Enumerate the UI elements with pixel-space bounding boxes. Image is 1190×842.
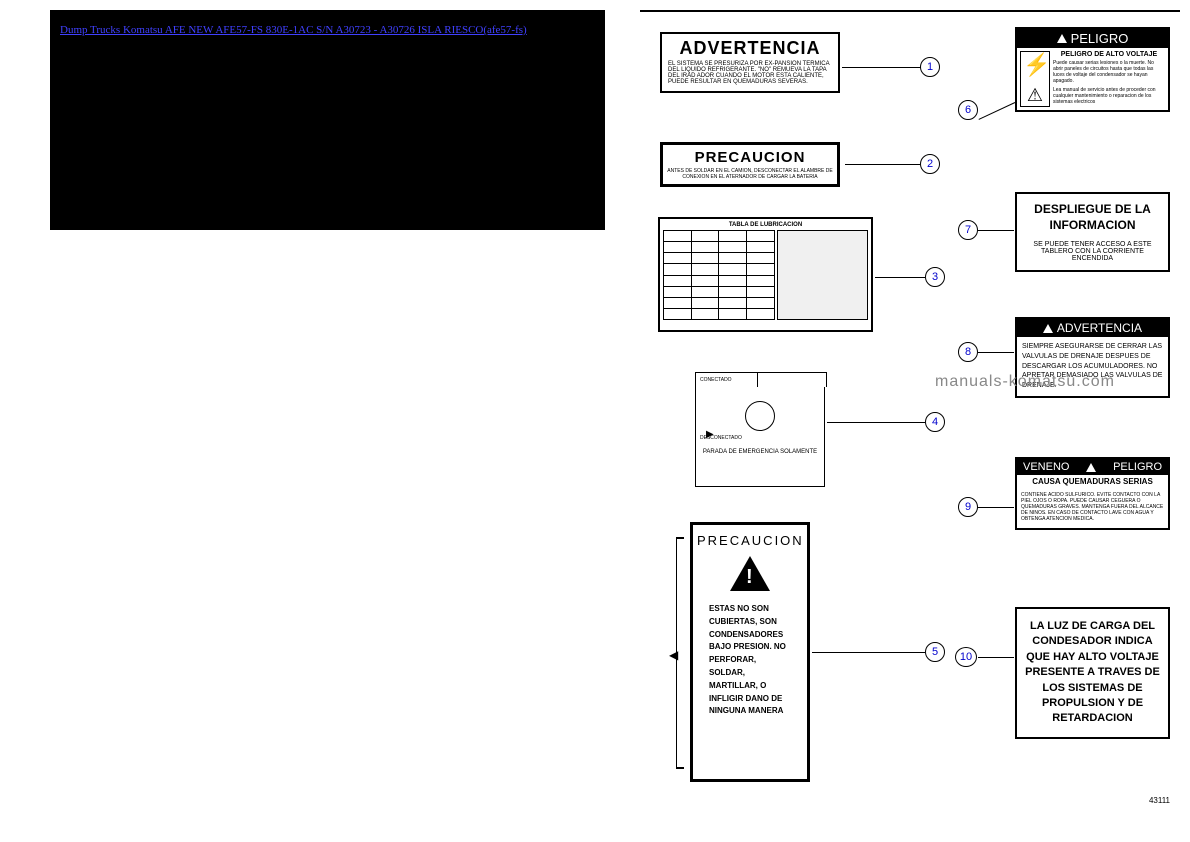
plate-title: DESPLIEGUE DE LA INFORMACION: [1025, 202, 1160, 233]
callout-8: 8: [958, 342, 978, 362]
warning-triangle-icon: [730, 556, 770, 591]
bolt-icon: ⚡ ⚠: [1020, 51, 1050, 107]
plate-body: LA LUZ DE CARGA DEL CONDESADOR INDICA QU…: [1025, 619, 1160, 727]
leader-4: [827, 422, 925, 423]
plate-precaucion-1: PRECAUCION ANTES DE SOLDAR EN EL CAMION,…: [660, 142, 840, 187]
switch-footer: PARADA DE EMERGENCIA SOLAMENTE: [700, 449, 820, 455]
leader-6: [979, 102, 1016, 120]
callout-5: 5: [925, 642, 945, 662]
plate-subtitle: PELIGRO DE ALTO VOLTAJE: [1053, 51, 1165, 58]
switch-tab: [757, 372, 827, 387]
plate-title: PRECAUCION: [667, 149, 833, 166]
callout-7: 7: [958, 220, 978, 240]
callout-9: 9: [958, 497, 978, 517]
switch-label-off: DESCONECTADO: [700, 435, 820, 441]
plate-title: ADVERTENCIA: [1017, 319, 1168, 337]
plate-veneno: VENENO PELIGRO CAUSA QUEMADURAS SERIAS C…: [1015, 457, 1170, 530]
lub-diagram: [777, 230, 868, 320]
leader-3: [875, 277, 925, 278]
plate-title: TABLA DE LUBRICACION: [663, 222, 868, 228]
plate-title: VENENO PELIGRO: [1017, 459, 1168, 475]
document-title-link[interactable]: Dump Trucks Komatsu AFE NEW AFE57-FS 830…: [60, 24, 527, 36]
plate-body: ANTES DE SOLDAR EN EL CAMION, DESCONECTA…: [667, 168, 833, 180]
plate-lubricacion: TABLA DE LUBRICACION: [658, 217, 873, 332]
watermark: manuals-komatsu.com: [935, 373, 1115, 391]
plate-subtitle: CAUSA QUEMADURAS SERIAS: [1017, 475, 1168, 488]
switch-circle: [745, 401, 775, 431]
callout-3: 3: [925, 267, 945, 287]
plate-body: SE PUEDE TENER ACCESO A ESTE TABLERO CON…: [1025, 241, 1160, 262]
plate-despliegue: DESPLIEGUE DE LA INFORMACION SE PUEDE TE…: [1015, 192, 1170, 272]
leader-10: [978, 657, 1014, 658]
callout-1: 1: [920, 57, 940, 77]
plate-body: Puede causar serias lesiones o la muerte…: [1053, 60, 1165, 84]
plate-title: ADVERTENCIA: [666, 38, 834, 59]
lub-table: [663, 230, 775, 320]
leader-5: [812, 652, 925, 653]
leader-2: [845, 164, 920, 165]
plate-body: EL SISTEMA SE PRESURIZA POR EX-PANSION T…: [666, 59, 834, 87]
plate-luz-carga: LA LUZ DE CARGA DEL CONDESADOR INDICA QU…: [1015, 607, 1170, 739]
callout-2: 2: [920, 154, 940, 174]
plates-diagram: ADVERTENCIA EL SISTEMA SE PRESURIZA POR …: [640, 10, 1180, 810]
header-black-box: Dump Trucks Komatsu AFE NEW AFE57-FS 830…: [50, 10, 605, 230]
plate-title: PELIGRO: [1017, 29, 1168, 48]
leader-1: [842, 67, 922, 68]
leader-9: [978, 507, 1014, 508]
plate-switch: CONECTADO ▶ DESCONECTADO PARADA DE EMERG…: [695, 372, 825, 487]
leader-7: [978, 230, 1014, 231]
callout-10: 10: [955, 647, 977, 667]
callout-6: 6: [958, 100, 978, 120]
leader-8: [978, 352, 1014, 353]
plate-precaucion-2: PRECAUCION ESTAS NO SON CUBIERTAS, SON C…: [690, 522, 810, 782]
plate-advertencia-1: ADVERTENCIA EL SISTEMA SE PRESURIZA POR …: [660, 32, 840, 93]
plate-title: PRECAUCION: [697, 533, 803, 548]
callout-4: 4: [925, 412, 945, 432]
plate-peligro-voltaje: PELIGRO ⚡ ⚠ PELIGRO DE ALTO VOLTAJE Pued…: [1015, 27, 1170, 112]
plate-body: ESTAS NO SON CUBIERTAS, SON CONDENSADORE…: [697, 599, 803, 722]
page-code: 43111: [1149, 796, 1170, 805]
